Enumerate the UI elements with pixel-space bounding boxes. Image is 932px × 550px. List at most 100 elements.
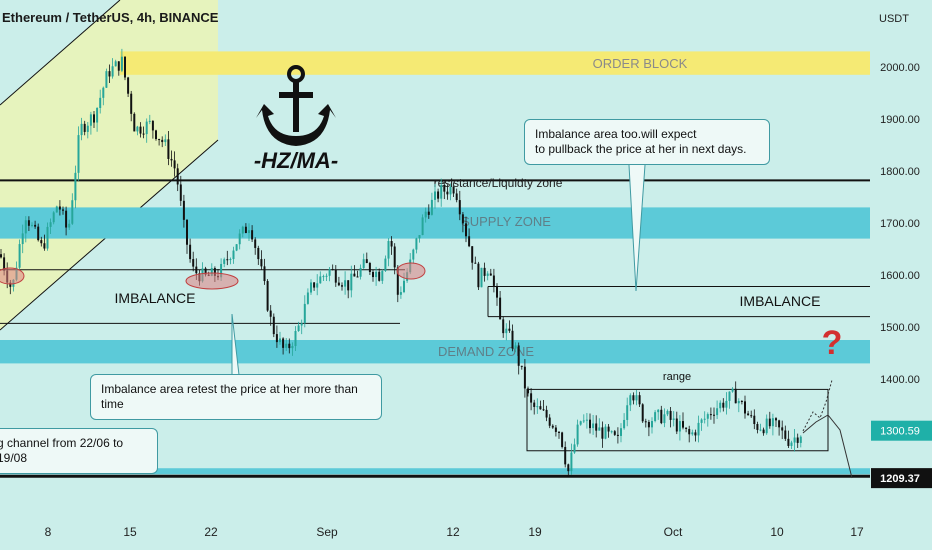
candle-body (626, 405, 629, 420)
candle-body (523, 366, 526, 389)
candle-body (3, 257, 6, 271)
projection-down (802, 414, 853, 479)
callout-line-1: Imbalance area too.will expect (535, 127, 697, 141)
candle-body (117, 61, 120, 71)
candle-body (151, 120, 154, 131)
current-price-label: 1300.59 (880, 426, 920, 438)
candle-body (517, 345, 520, 366)
zone-demand-zone (0, 340, 870, 364)
candle-body (719, 402, 722, 409)
candle-body (80, 123, 83, 136)
candle-body (263, 266, 266, 282)
candle-body (706, 414, 709, 419)
candle-body (58, 206, 61, 210)
candle-body (554, 427, 557, 432)
candle-body (226, 259, 229, 261)
candle-body (21, 233, 24, 245)
channel-upper-line (0, 0, 121, 106)
candle-body (685, 427, 688, 429)
candle-body (647, 421, 650, 428)
y-tick-label: 2000.00 (880, 62, 920, 74)
candle-body (213, 268, 216, 276)
candle-body (570, 452, 573, 472)
candle-body (722, 402, 725, 408)
candle-body (796, 437, 799, 443)
candle-body (539, 406, 542, 410)
candle-body (375, 271, 378, 278)
candle-body (424, 211, 427, 218)
candle-body (89, 114, 92, 126)
candle-body (114, 61, 117, 67)
candle-body (672, 418, 675, 420)
candle-body (108, 71, 111, 77)
candle-body (260, 259, 263, 267)
candle-body (595, 423, 598, 431)
candle-body (96, 107, 99, 123)
candle-body (266, 281, 269, 311)
candle-body (372, 271, 374, 278)
x-tick-label: 17 (850, 525, 864, 539)
candle-body (496, 285, 498, 298)
candle-body (403, 280, 405, 293)
candle-body (471, 246, 474, 263)
candle-body (415, 238, 418, 250)
candle-body (68, 223, 71, 228)
x-tick-label: Sep (316, 525, 338, 539)
candle-body (49, 222, 52, 227)
candle-body (666, 410, 669, 415)
candle-body (784, 430, 787, 439)
candle-body (437, 191, 440, 199)
imbalance-marker (0, 267, 25, 285)
candle-body (297, 325, 300, 332)
candle-body (182, 200, 185, 220)
zone-order-block (120, 51, 870, 75)
candle-body (294, 331, 297, 347)
chart-title: Ethereum / TetherUS, 4h, BINANCE (2, 10, 219, 25)
candle-body (771, 418, 774, 427)
candle-body (74, 172, 77, 201)
candle-body (762, 429, 765, 434)
candle-body (567, 464, 570, 472)
candle-body (461, 214, 464, 224)
candle-body (396, 267, 399, 295)
candle-body (579, 421, 582, 425)
candle-body (421, 217, 424, 236)
candle-body (310, 282, 312, 293)
candle-body (31, 224, 33, 226)
candle-body (229, 259, 232, 261)
candle-body (399, 292, 402, 295)
candle-body (282, 338, 285, 348)
candle-body (179, 184, 182, 201)
candle-body (142, 133, 145, 135)
candle-body (384, 258, 387, 271)
candle-body (347, 280, 350, 291)
candle-body (499, 297, 502, 320)
candle-body (514, 345, 517, 349)
candle-body (641, 404, 644, 422)
candle-body (489, 273, 492, 276)
y-tick-label: 1800.00 (880, 166, 920, 178)
candle-body (654, 412, 657, 422)
candle-body (502, 319, 505, 334)
candle-body (120, 56, 123, 71)
order-block-label: ORDER BLOCK (593, 56, 688, 71)
candle-body (133, 113, 136, 132)
candle-body (124, 56, 126, 78)
zone-supply-zone (0, 207, 870, 239)
candle-body (341, 285, 343, 287)
candle-body (241, 226, 244, 234)
candle-body (381, 270, 384, 281)
candle-body (734, 388, 737, 404)
callout-pointer-top (628, 164, 646, 292)
candle-body (170, 158, 173, 161)
y-tick-label: 1600.00 (880, 270, 920, 282)
x-tick-label: 12 (446, 525, 460, 539)
candle-body (288, 343, 291, 349)
candle-body (223, 259, 226, 264)
range-box (526, 388, 829, 452)
candle-body (778, 420, 781, 428)
candle-body (775, 418, 777, 421)
candle-body (204, 268, 207, 275)
